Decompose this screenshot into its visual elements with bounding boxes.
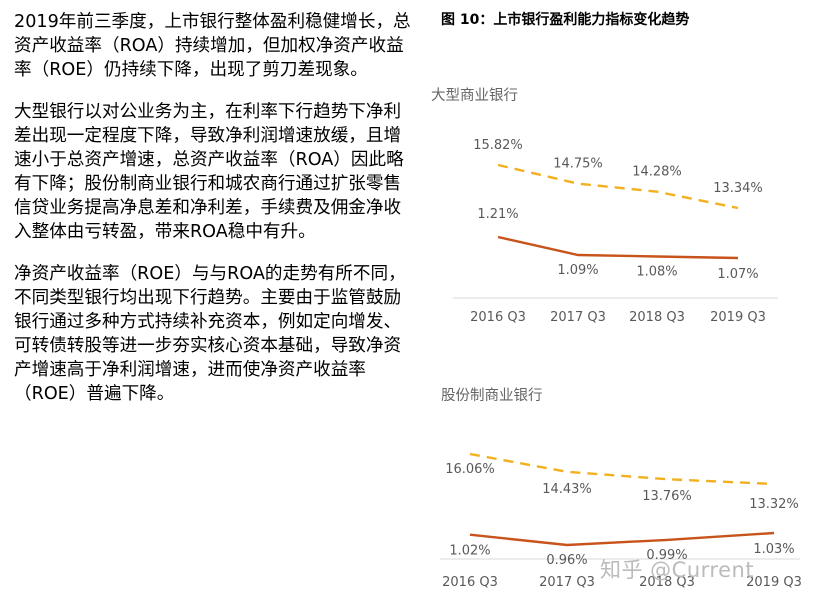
paragraph-1: 2019年前三季度，上市银行整体盈利稳健增长，总资产收益率（ROA）持续增加，但… <box>14 12 411 80</box>
chart-2-roa-data-label: 0.99% <box>646 548 687 563</box>
paragraph-3: 净资产收益率（ROE）与与ROA的走势有所不同，不同类型银行均出现下行趋势。主要… <box>14 264 406 404</box>
chart-1-roa-data-label: 1.07% <box>717 267 758 282</box>
chart-1-roa-data-label: 1.08% <box>636 265 677 280</box>
body-text: 2019年前三季度，上市银行整体盈利稳健增长，总资产收益率（ROA）持续增加，但… <box>14 10 414 424</box>
paragraph-2: 大型银行以对公业务为主，在利率下行趋势下净利差出现一定程度下降，导致净利润增速放… <box>14 102 404 242</box>
chart-2-roa-line <box>469 531 775 547</box>
chart-2-roa-data-label: 1.03% <box>753 542 794 557</box>
chart-2-roa-data-label: 0.96% <box>546 553 587 568</box>
chart-2-x-tick-label: 2016 Q3 <box>442 575 498 590</box>
chart-1-roe-data-label: 14.75% <box>553 157 603 172</box>
chart-2-title: 股份制商业银行 <box>441 388 543 404</box>
chart-1-x-tick-label: 2019 Q3 <box>710 310 766 325</box>
chart-1-roe-line <box>497 163 739 210</box>
chart-2-x-tick-label: 2019 Q3 <box>746 575 802 590</box>
figure-title: 图 10：上市银行盈利能力指标变化趋势 <box>441 12 690 28</box>
chart-2-x-tick-label: 2018 Q3 <box>639 575 695 590</box>
chart-2-roe-data-label: 13.76% <box>642 489 692 504</box>
chart-1-roe-data-label: 14.28% <box>632 165 682 180</box>
chart-1-roa-line <box>497 235 739 260</box>
chart-2-roe-data-label: 13.32% <box>749 497 799 512</box>
chart-2-roa-data-label: 1.02% <box>449 544 490 559</box>
chart-2-roe-data-label: 16.06% <box>445 462 495 477</box>
chart-1-x-tick-label: 2018 Q3 <box>629 310 685 325</box>
chart-1-title: 大型商业银行 <box>431 88 518 104</box>
chart-2-x-tick-label: 2017 Q3 <box>539 575 595 590</box>
chart-1-roa-data-label: 1.09% <box>557 263 598 278</box>
watermark: 知乎 @Current <box>600 558 755 582</box>
chart-1-x-tick-label: 2017 Q3 <box>550 310 606 325</box>
chart-2-roe-line <box>469 452 775 486</box>
chart-1-roe-data-label: 13.34% <box>713 181 763 196</box>
chart-2-roe-data-label: 14.43% <box>542 482 592 497</box>
chart-1-roe-data-label: 15.82% <box>473 138 523 153</box>
chart-1-x-tick-label: 2016 Q3 <box>470 310 526 325</box>
chart-1-roa-data-label: 1.21% <box>477 207 518 222</box>
